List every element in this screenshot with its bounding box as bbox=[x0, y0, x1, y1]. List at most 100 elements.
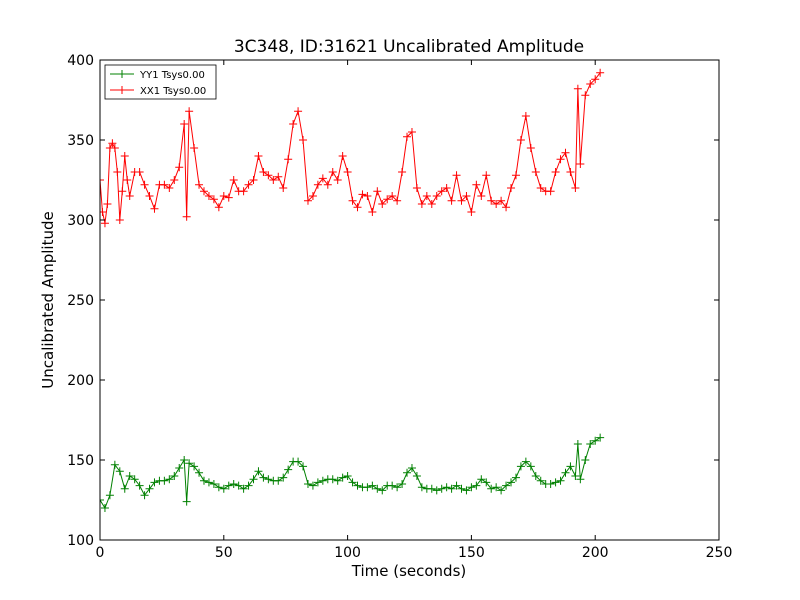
data-point-yy1 bbox=[140, 491, 149, 500]
data-point-xx1 bbox=[497, 196, 506, 205]
data-point-yy1 bbox=[487, 484, 496, 493]
data-point-yy1 bbox=[185, 459, 194, 468]
data-point-yy1 bbox=[596, 433, 605, 442]
data-point-xx1 bbox=[229, 176, 238, 184]
data-point-xx1 bbox=[482, 171, 491, 180]
data-point-yy1 bbox=[294, 457, 303, 466]
data-point-yy1 bbox=[204, 478, 213, 487]
data-point-xx1 bbox=[289, 120, 298, 128]
x-tick-label: 50 bbox=[215, 545, 233, 561]
data-point-yy1 bbox=[586, 440, 595, 448]
data-point-yy1 bbox=[407, 464, 416, 472]
data-point-yy1 bbox=[328, 475, 337, 484]
data-point-xx1 bbox=[269, 176, 278, 184]
data-point-xx1 bbox=[462, 192, 471, 200]
data-point-yy1 bbox=[526, 462, 535, 471]
data-point-xx1 bbox=[521, 112, 530, 120]
data-point-xx1 bbox=[224, 193, 233, 202]
data-point-yy1 bbox=[482, 478, 491, 487]
data-point-xx1 bbox=[507, 184, 516, 192]
data-point-xx1 bbox=[185, 107, 194, 116]
data-point-xx1 bbox=[571, 184, 580, 192]
data-point-yy1 bbox=[447, 484, 456, 493]
data-point-xx1 bbox=[274, 172, 283, 181]
data-point-yy1 bbox=[120, 484, 129, 493]
data-point-yy1 bbox=[224, 481, 233, 490]
legend-label-yy1: YY1 Tsys0.00 bbox=[139, 70, 205, 81]
data-point-xx1 bbox=[531, 168, 540, 176]
data-point-xx1 bbox=[477, 192, 486, 200]
data-point-yy1 bbox=[284, 465, 293, 474]
data-point-yy1 bbox=[462, 486, 471, 495]
data-point-yy1 bbox=[175, 464, 184, 472]
data-point-yy1 bbox=[373, 484, 382, 493]
data-point-yy1 bbox=[214, 483, 223, 492]
data-point-xx1 bbox=[328, 168, 337, 176]
data-point-xx1 bbox=[284, 155, 293, 164]
data-point-xx1 bbox=[368, 208, 377, 216]
data-point-xx1 bbox=[100, 176, 104, 184]
data-point-xx1 bbox=[586, 80, 595, 88]
data-point-xx1 bbox=[204, 192, 213, 200]
data-point-yy1 bbox=[219, 484, 228, 493]
data-point-xx1 bbox=[259, 168, 268, 176]
data-point-yy1 bbox=[521, 457, 530, 466]
data-point-xx1 bbox=[526, 144, 535, 152]
data-point-xx1 bbox=[299, 136, 308, 144]
data-point-xx1 bbox=[573, 84, 582, 93]
data-point-xx1 bbox=[393, 196, 402, 205]
data-point-xx1 bbox=[363, 192, 372, 200]
data-point-yy1 bbox=[318, 476, 327, 485]
data-point-yy1 bbox=[457, 484, 466, 493]
data-point-yy1 bbox=[115, 467, 124, 476]
data-point-xx1 bbox=[135, 168, 144, 176]
y-tick-label: 150 bbox=[67, 453, 94, 469]
data-point-yy1 bbox=[497, 486, 506, 495]
x-tick-label: 0 bbox=[96, 545, 105, 561]
chart-title: 3C348, ID:31621 Uncalibrated Amplitude bbox=[234, 37, 584, 57]
data-point-xx1 bbox=[348, 196, 357, 205]
data-point-xx1 bbox=[417, 200, 426, 208]
data-point-xx1 bbox=[467, 208, 476, 216]
data-point-xx1 bbox=[110, 144, 119, 152]
data-point-yy1 bbox=[388, 481, 397, 490]
data-point-xx1 bbox=[576, 160, 585, 168]
data-point-xx1 bbox=[373, 187, 382, 196]
data-point-xx1 bbox=[551, 168, 560, 176]
data-point-xx1 bbox=[487, 196, 496, 205]
data-point-yy1 bbox=[516, 462, 525, 471]
data-point-yy1 bbox=[511, 473, 520, 482]
data-point-xx1 bbox=[182, 212, 191, 221]
data-point-xx1 bbox=[516, 136, 525, 144]
data-point-xx1 bbox=[323, 180, 332, 189]
data-point-xx1 bbox=[303, 196, 312, 205]
data-point-xx1 bbox=[214, 203, 223, 212]
data-point-yy1 bbox=[353, 481, 362, 490]
x-axis-label: Time (seconds) bbox=[351, 562, 467, 580]
data-point-xx1 bbox=[442, 184, 451, 192]
data-point-xx1 bbox=[100, 219, 109, 228]
data-point-xx1 bbox=[452, 171, 461, 180]
data-point-xx1 bbox=[145, 192, 154, 200]
data-point-yy1 bbox=[573, 440, 582, 448]
data-point-yy1 bbox=[195, 468, 204, 477]
x-tick-label: 150 bbox=[458, 545, 485, 561]
data-point-xx1 bbox=[388, 192, 397, 200]
data-point-xx1 bbox=[472, 180, 481, 189]
data-point-xx1 bbox=[333, 176, 342, 184]
data-point-xx1 bbox=[398, 168, 407, 176]
series-xx1 bbox=[100, 68, 605, 228]
data-point-yy1 bbox=[507, 478, 516, 487]
data-point-yy1 bbox=[244, 481, 253, 490]
y-tick-label: 250 bbox=[67, 293, 94, 309]
data-point-yy1 bbox=[502, 481, 511, 490]
data-point-yy1 bbox=[576, 475, 585, 484]
data-point-yy1 bbox=[581, 456, 590, 464]
data-point-yy1 bbox=[363, 483, 372, 492]
data-point-yy1 bbox=[105, 491, 114, 500]
legend-plus-marker bbox=[118, 86, 126, 94]
data-point-yy1 bbox=[561, 468, 570, 477]
data-point-yy1 bbox=[417, 483, 426, 492]
data-point-xx1 bbox=[123, 176, 132, 184]
